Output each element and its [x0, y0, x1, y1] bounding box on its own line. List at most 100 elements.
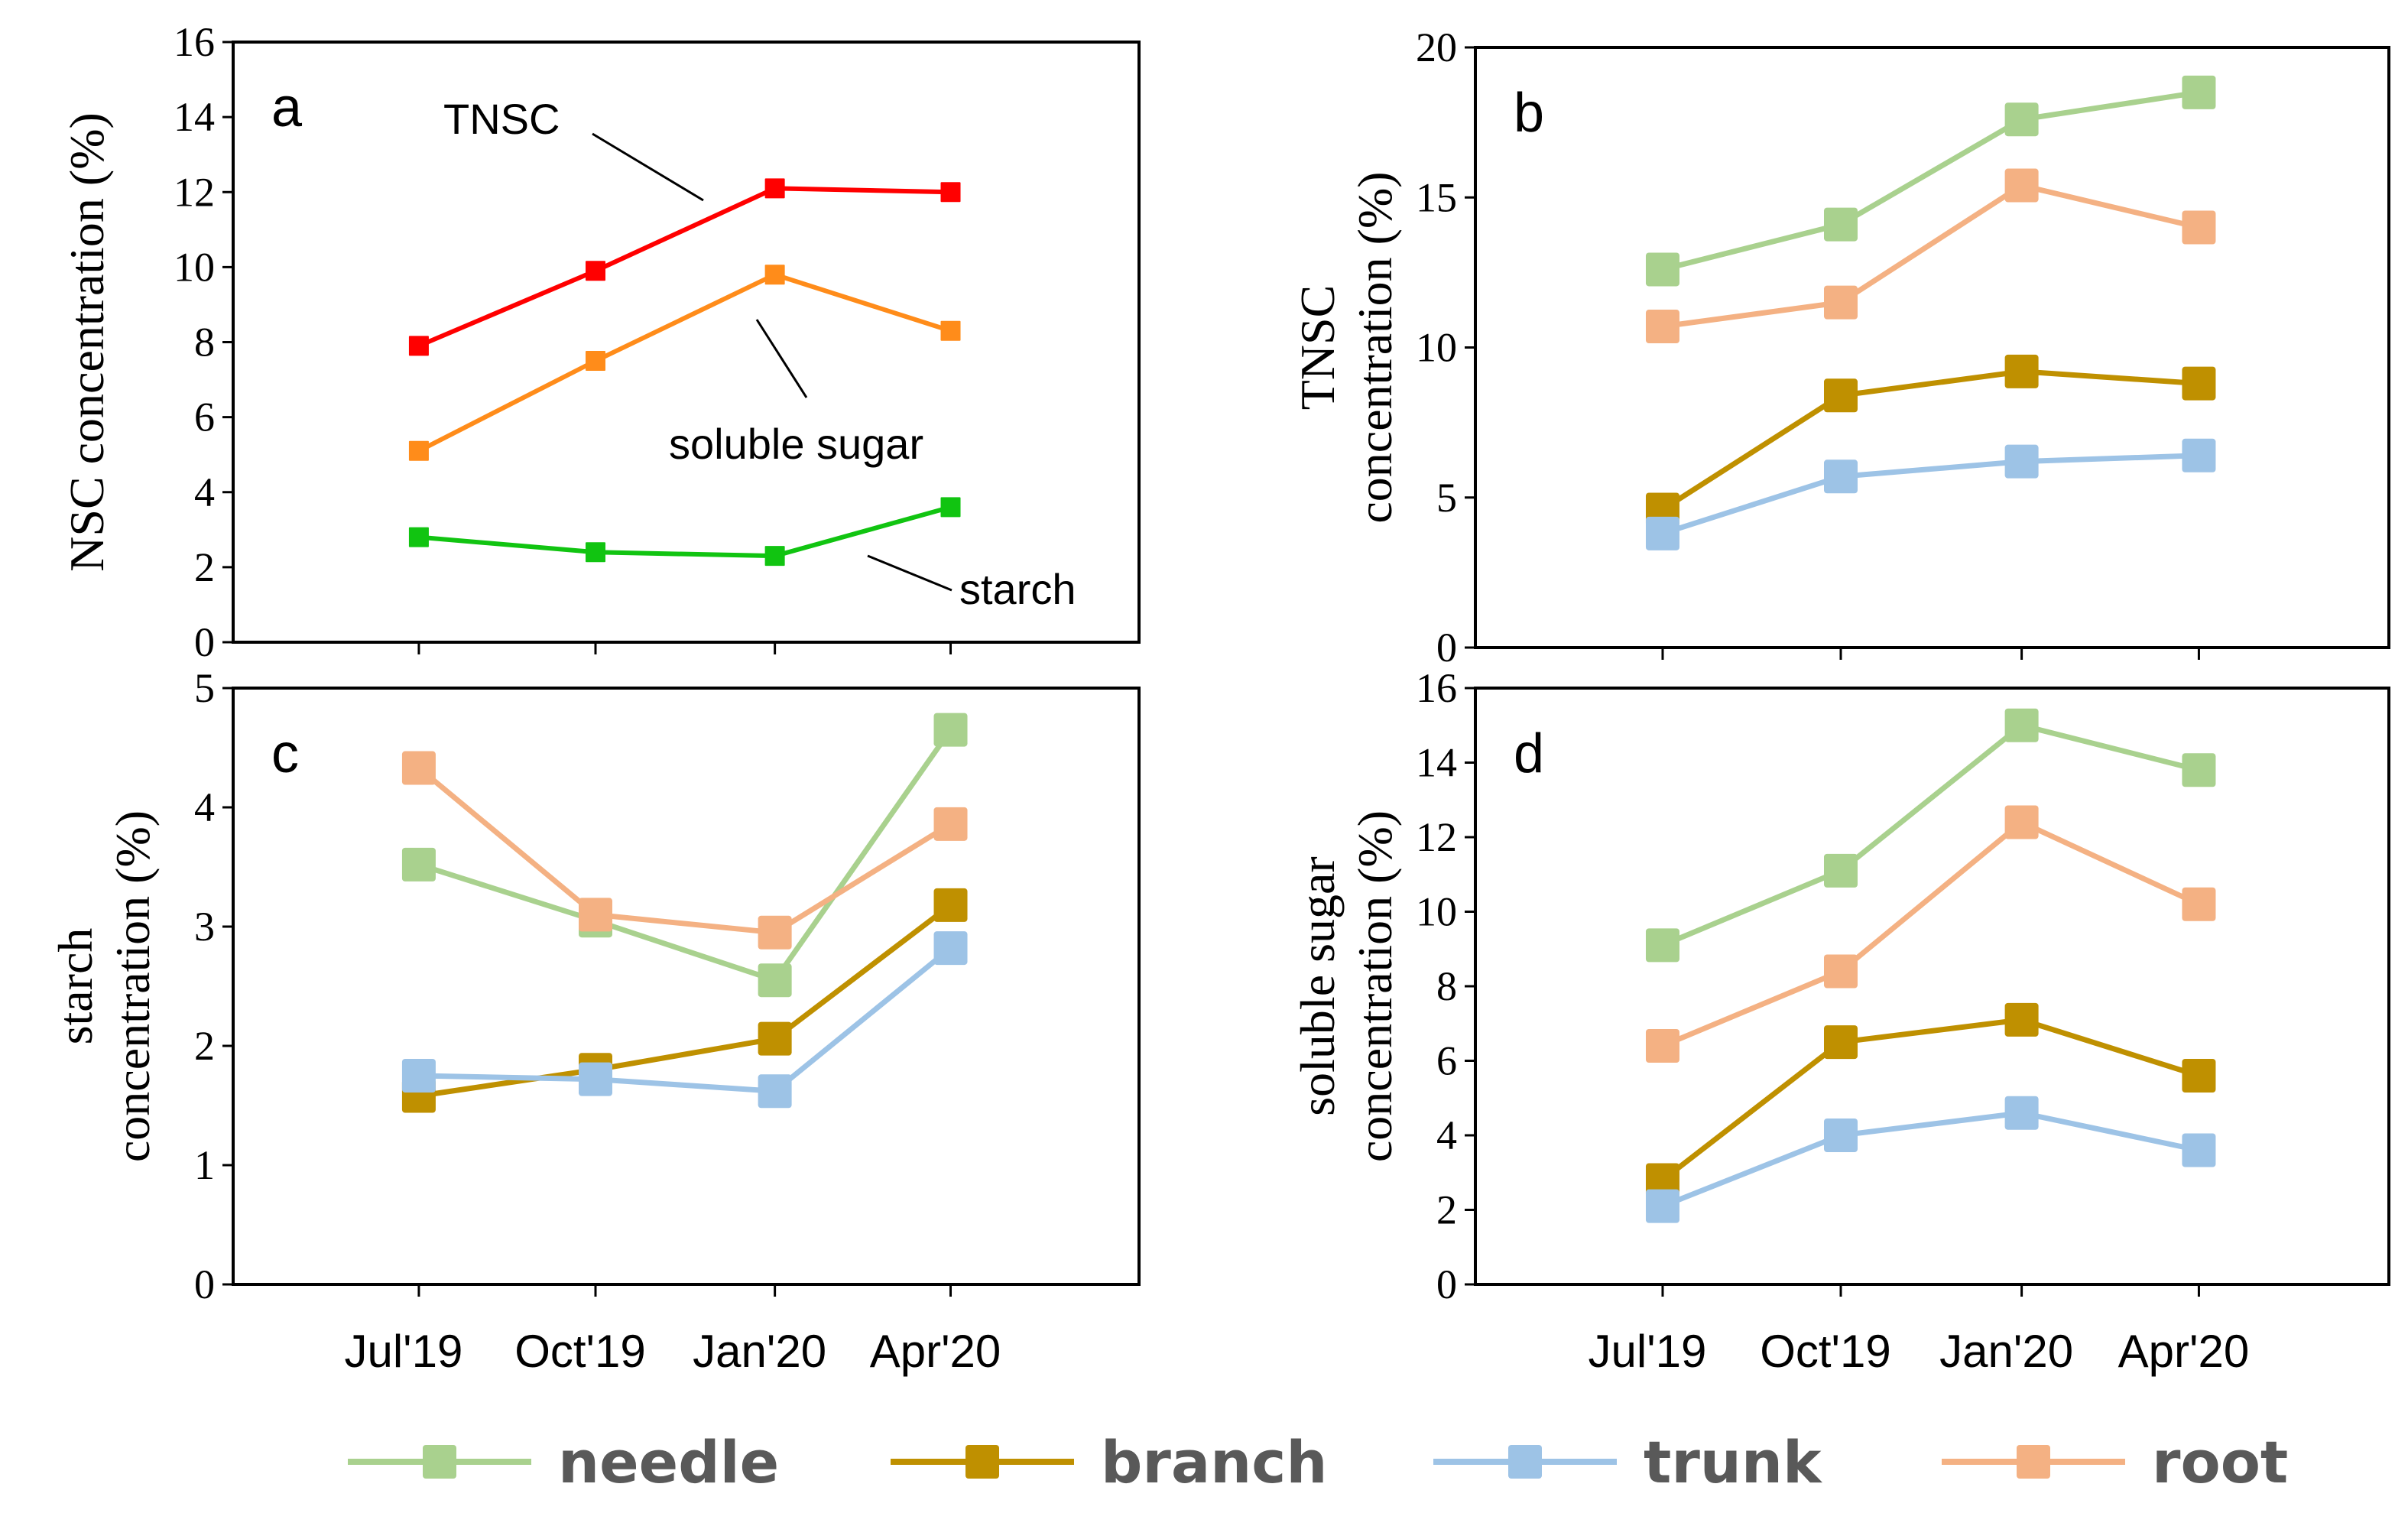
series-line — [1662, 89, 2199, 272]
series-line — [418, 946, 952, 1094]
data-point — [1824, 378, 1858, 413]
x-tick-label: Oct'19 — [1760, 1326, 1891, 1377]
data-point — [2004, 1096, 2039, 1130]
legend-marker — [965, 1445, 999, 1479]
y-tick-label: 8 — [1436, 963, 1457, 1009]
data-point — [579, 898, 612, 932]
series-soluble-sugar — [408, 265, 961, 461]
data-point — [1824, 1025, 1858, 1060]
y-axis-label: concentration (%) — [1348, 810, 1402, 1162]
y-tick-label: 4 — [194, 784, 215, 830]
data-point — [758, 1021, 792, 1056]
legend-label: root — [2152, 1428, 2288, 1496]
data-point — [1824, 1119, 1858, 1152]
data-point — [408, 336, 429, 356]
data-point — [933, 888, 968, 922]
x-tick-label: Jan'20 — [1939, 1326, 2073, 1377]
annotation-label: TNSC — [443, 95, 560, 143]
series-line — [417, 186, 951, 349]
x-tick-label: Jan'20 — [693, 1326, 826, 1377]
data-point — [408, 527, 429, 547]
y-tick-label: 12 — [1416, 814, 1457, 860]
data-point — [1645, 252, 1679, 287]
panel-b: 0 5 10 15 20 TNSC concentration (%) b — [1290, 24, 2390, 670]
data-point — [2182, 1133, 2216, 1167]
series-root — [1645, 168, 2216, 344]
legend-item-root: root — [1942, 1428, 2288, 1496]
series-line — [1661, 722, 2200, 948]
data-point — [1645, 516, 1679, 550]
panel-letter: c — [271, 723, 299, 784]
x-tick-label: Jul'19 — [1589, 1326, 1707, 1377]
series-needle — [1645, 75, 2216, 287]
data-point — [586, 351, 605, 372]
y-tick-label: 4 — [1436, 1112, 1457, 1158]
data-point — [1645, 1029, 1679, 1063]
y-tick-label: 8 — [194, 320, 215, 365]
y-tick-label: 4 — [194, 469, 215, 515]
legend-marker — [1508, 1445, 1542, 1479]
data-point — [2004, 102, 2039, 137]
legend: needle branch trunk root — [348, 1428, 2288, 1496]
annotation-label: starch — [959, 565, 1076, 613]
data-point — [933, 807, 968, 841]
data-point — [2182, 753, 2216, 787]
data-point — [758, 915, 792, 950]
data-point — [2004, 708, 2039, 742]
data-point — [579, 1062, 612, 1096]
data-point — [933, 931, 968, 966]
panel-letter: d — [1514, 723, 1544, 784]
annotation-leader — [755, 319, 808, 398]
data-point — [401, 847, 436, 882]
data-point — [940, 320, 961, 341]
y-axis-label: soluble sugar — [1290, 856, 1345, 1116]
series-trunk — [401, 931, 968, 1109]
data-point — [2182, 75, 2216, 109]
annotation-label: soluble sugar — [669, 420, 923, 468]
series-trunk — [1645, 438, 2216, 550]
data-point — [1824, 285, 1858, 320]
data-point — [2182, 366, 2216, 401]
data-point — [1645, 310, 1679, 344]
series-line — [417, 272, 952, 453]
y-tick-label: 2 — [194, 544, 215, 590]
x-tick-label: Apr'20 — [870, 1326, 1001, 1377]
data-point — [2004, 354, 2039, 388]
legend-item-trunk: trunk — [1433, 1428, 1822, 1496]
panel-letter: a — [271, 77, 303, 138]
x-tick-label: Jul'19 — [344, 1326, 462, 1377]
series-line — [1661, 453, 2199, 537]
series-line — [1662, 183, 2200, 330]
y-tick-label: 15 — [1416, 174, 1457, 220]
plot-frame — [1474, 687, 2390, 1286]
panel-c: 0 1 2 3 4 5 Jul'19 Oct'19 Jan'20 Apr'20 starch conc… — [48, 665, 1141, 1377]
data-point — [408, 440, 429, 461]
y-tick-label: 16 — [174, 19, 215, 65]
series-root — [1645, 805, 2216, 1063]
data-point — [401, 751, 436, 785]
plot-frame — [232, 687, 1141, 1286]
y-axis-label: NSC concentration (%) — [60, 112, 114, 572]
legend-marker — [2017, 1445, 2050, 1479]
data-point — [2004, 168, 2039, 203]
y-tick-label: 2 — [194, 1023, 215, 1069]
data-point — [2182, 210, 2216, 245]
panel-a: 0 2 4 6 8 10 12 14 16 NSC concentration (%) a TNSC s… — [60, 19, 1141, 665]
annotation-leader — [867, 554, 952, 592]
y-tick-label: 0 — [1436, 1261, 1457, 1307]
legend-label: needle — [558, 1428, 779, 1496]
data-point — [764, 546, 785, 567]
data-point — [933, 713, 968, 747]
series-line — [418, 903, 952, 1099]
y-tick-label: 10 — [174, 244, 215, 290]
data-point — [1824, 459, 1858, 494]
y-axis-label: concentration (%) — [105, 810, 160, 1162]
panel-letter: b — [1514, 83, 1544, 144]
y-tick-label: 6 — [194, 394, 215, 440]
y-tick-label: 14 — [174, 94, 215, 140]
data-point — [2004, 805, 2039, 839]
data-point — [764, 265, 785, 285]
data-point — [1824, 853, 1858, 888]
data-point — [2004, 1002, 2039, 1037]
